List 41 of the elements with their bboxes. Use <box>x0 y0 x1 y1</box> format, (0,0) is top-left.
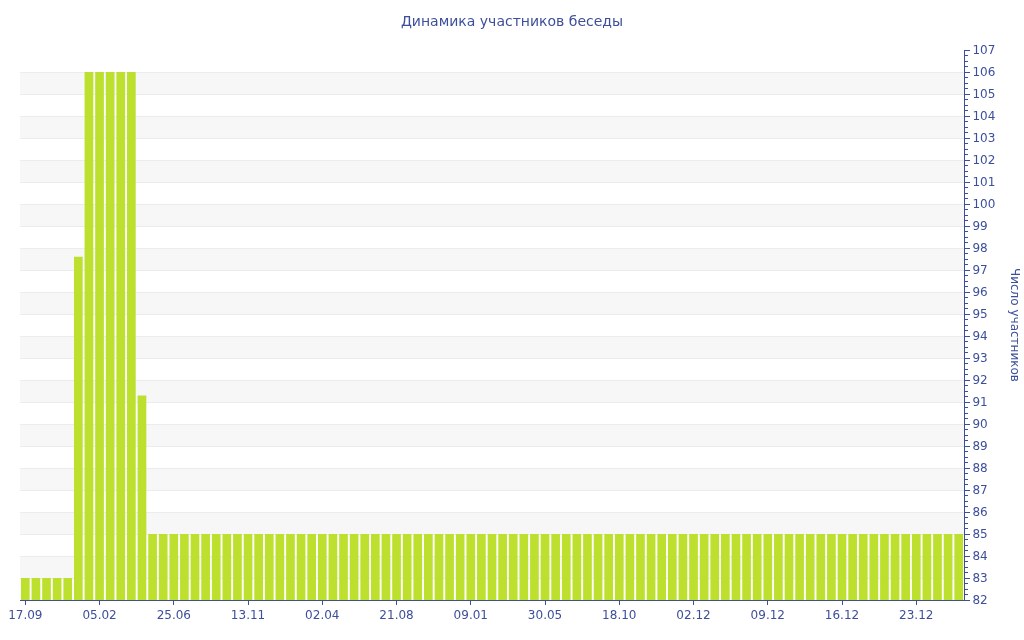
y-tick-label: 99 <box>972 219 988 234</box>
y-tick-label: 87 <box>972 483 988 498</box>
y-tick-label: 90 <box>972 417 988 432</box>
y-tick-label: 105 <box>972 87 996 102</box>
x-tick-label: 23.12 <box>899 608 934 623</box>
y-tick-label: 91 <box>972 395 988 410</box>
y-tick-label: 107 <box>972 43 996 58</box>
x-tick-label: 21.08 <box>379 608 414 623</box>
x-tick-label: 09.12 <box>750 608 785 623</box>
x-tick-label: 05.02 <box>82 608 117 623</box>
y-tick-label: 84 <box>972 549 988 564</box>
y-tick-label: 92 <box>972 373 988 388</box>
y-tick-label: 89 <box>972 439 988 454</box>
y-tick-label: 85 <box>972 527 988 542</box>
y-tick-label: 95 <box>972 307 988 322</box>
x-tick-label: 16.12 <box>824 608 860 623</box>
y-tick-label: 96 <box>972 285 988 300</box>
y-tick-label: 82 <box>972 593 988 608</box>
y-tick-label: 106 <box>972 65 996 80</box>
x-tick-label: 17.09 <box>8 608 43 623</box>
y-tick-label: 97 <box>972 263 988 278</box>
y-tick-label: 83 <box>972 571 988 586</box>
x-tick-label: 13.11 <box>230 608 266 623</box>
y-tick-label: 98 <box>972 241 988 256</box>
y-tick-label: 104 <box>972 109 996 124</box>
y-tick-label: 103 <box>972 131 996 146</box>
y-tick-label: 100 <box>972 197 996 212</box>
x-tick-label: 25.06 <box>156 608 191 623</box>
y-tick-label: 101 <box>972 175 996 190</box>
x-tick-label: 02.12 <box>676 608 711 623</box>
x-tick-label: 02.04 <box>305 608 340 623</box>
x-tick-label: 30.05 <box>527 608 563 623</box>
chart-title: Динамика участников беседы <box>400 12 624 29</box>
y-tick-label: 86 <box>972 505 988 520</box>
x-tick-label: 18.10 <box>602 608 637 623</box>
y-tick-label: 88 <box>972 461 988 476</box>
y-tick-label: 93 <box>972 351 988 366</box>
x-tick-label: 09.01 <box>453 608 488 623</box>
y-tick-label: 102 <box>972 153 996 168</box>
y-tick-label: 94 <box>972 329 988 344</box>
y-axis-title: Число участников <box>1008 268 1022 382</box>
